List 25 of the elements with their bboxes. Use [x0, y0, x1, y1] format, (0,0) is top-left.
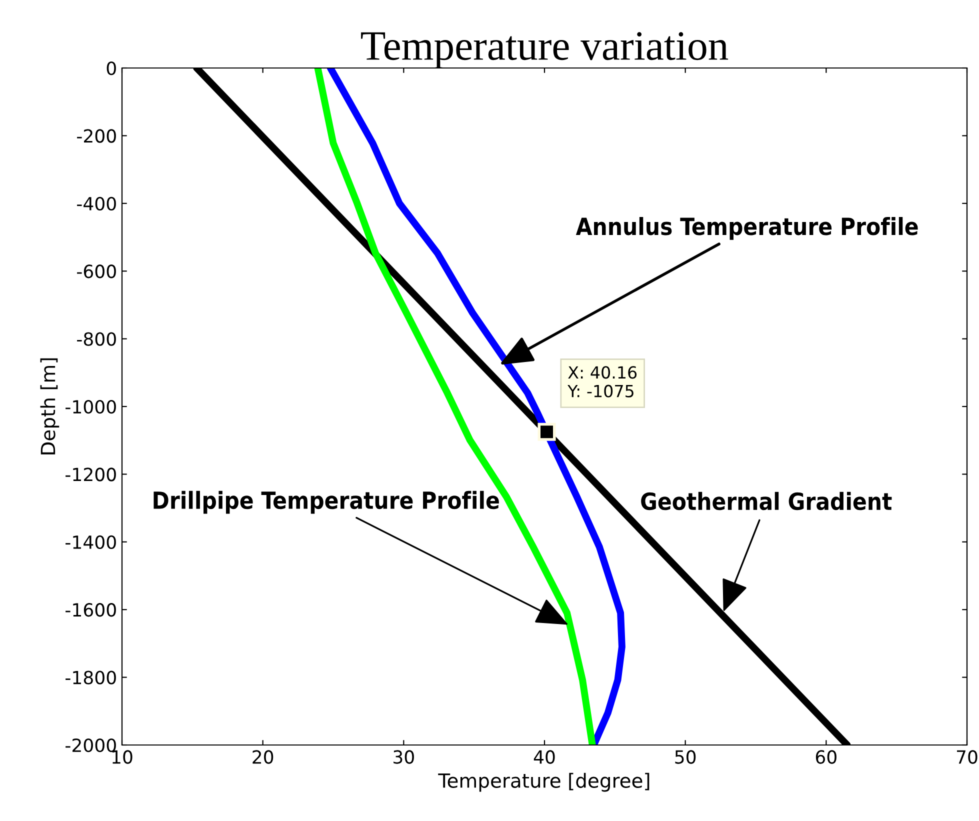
x-tick-label: 50: [675, 750, 696, 764]
x-tick-label: 60: [816, 750, 836, 764]
y-tick-label: -200: [77, 129, 116, 143]
y-axis-title: Depth [m]: [40, 358, 60, 454]
x-tick-label: 10: [112, 750, 132, 764]
annotation: Drillpipe Temperature Profile: [154, 490, 499, 514]
y-tick-label: -1400: [66, 535, 116, 550]
annotation: X: 40.16 Y: -1075: [568, 366, 637, 398]
y-tick-label: -1200: [66, 468, 116, 482]
y-tick-label: 0: [106, 61, 116, 76]
y-tick-label: -600: [77, 264, 116, 278]
chart-title: Temperature variation: [361, 32, 728, 69]
x-tick-label: 70: [956, 750, 978, 764]
y-tick-label: -2000: [66, 738, 116, 752]
y-tick-label: -1800: [66, 670, 116, 684]
y-tick-label: -1000: [66, 400, 116, 414]
y-tick-label: -400: [77, 196, 116, 211]
y-tick-label: -1600: [66, 603, 116, 617]
annotation: Annulus Temperature Profile: [576, 217, 918, 240]
x-tick-label: 20: [252, 750, 274, 764]
x-axis-title: Temperature [degree]: [438, 772, 650, 792]
annotation: Geothermal Gradient: [641, 492, 892, 510]
x-tick-label: 30: [394, 750, 414, 764]
y-tick-label: -800: [77, 332, 116, 346]
x-tick-label: 40: [534, 750, 555, 764]
